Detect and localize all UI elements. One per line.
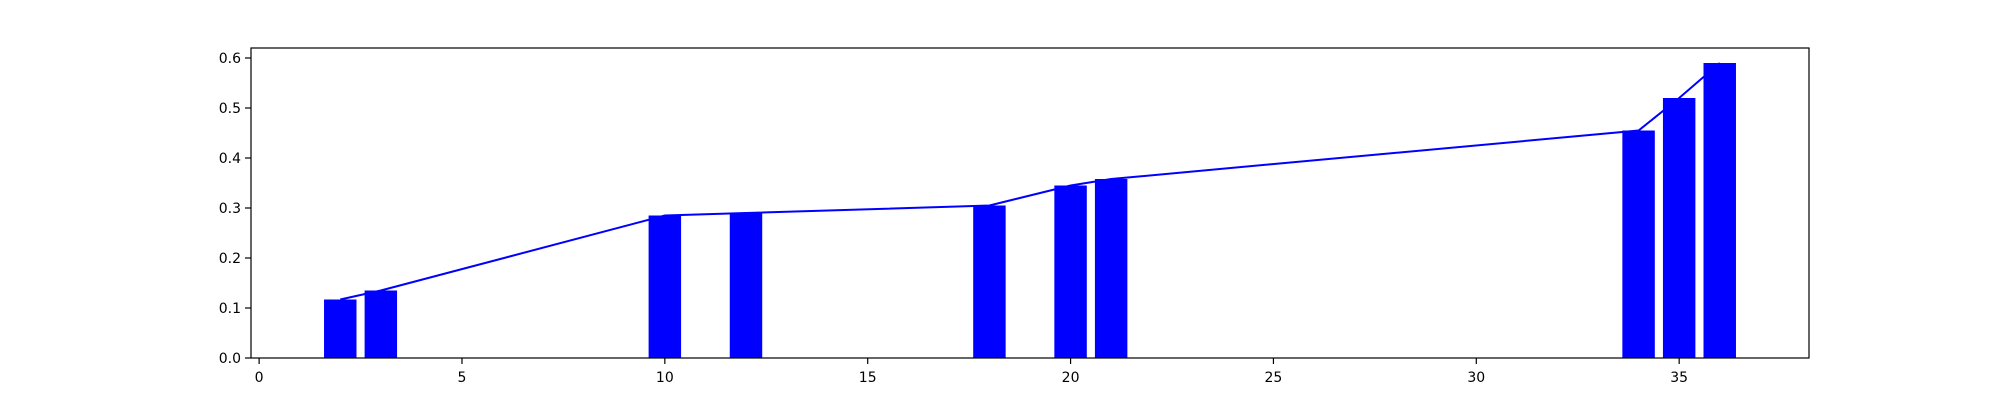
x-tick-label: 15	[859, 370, 877, 386]
x-tick-label: 35	[1670, 370, 1688, 386]
bars-layer	[324, 63, 1736, 358]
bar-5	[973, 205, 1006, 358]
y-tick-label: 0.4	[219, 151, 241, 167]
bar-8	[1622, 130, 1655, 358]
y-tick-label: 0.2	[219, 251, 241, 267]
bar-3	[648, 215, 682, 358]
x-tick-label: 25	[1265, 370, 1283, 386]
bar-9	[1662, 98, 1696, 358]
y-tick-label: 0.5	[219, 101, 241, 117]
y-axis-ticks: 0.0 0.1 0.2 0.3 0.4 0.5 0.6	[219, 51, 251, 367]
y-tick-label: 0.6	[219, 51, 241, 67]
x-tick-label: 10	[656, 370, 674, 386]
x-tick-label: 5	[458, 370, 467, 386]
bar-2	[364, 290, 398, 358]
bar-6	[1054, 185, 1087, 358]
plot-frame	[250, 47, 1810, 359]
bar-10	[1703, 63, 1736, 358]
y-tick-label: 0.1	[219, 301, 241, 317]
x-tick-label: 20	[1062, 370, 1080, 386]
x-axis-ticks: 0 5 10 15 20 25 30 35	[255, 358, 1688, 386]
series-line	[340, 62, 1721, 301]
y-tick-label: 0.3	[219, 201, 241, 217]
y-tick-label: 0.0	[219, 351, 241, 367]
line-layer	[340, 62, 1721, 301]
x-tick-label: 0	[255, 370, 264, 386]
bar-7	[1094, 179, 1128, 358]
bar-1	[324, 299, 357, 358]
bar-4	[729, 213, 763, 358]
x-tick-label: 30	[1467, 370, 1485, 386]
